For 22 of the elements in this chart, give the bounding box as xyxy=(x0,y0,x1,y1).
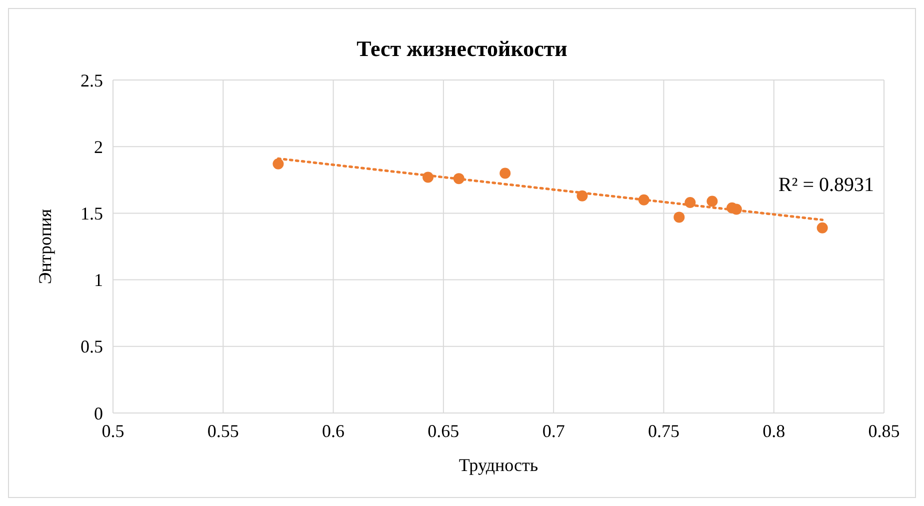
y-tick-label: 1 xyxy=(94,270,103,290)
point xyxy=(816,222,828,234)
y-tick-label: 2.5 xyxy=(80,70,103,90)
x-tick-label: 0.65 xyxy=(428,421,460,441)
x-tick-label: 0.8 xyxy=(762,421,786,441)
point xyxy=(500,168,511,179)
point xyxy=(674,212,685,223)
chart-title: Тест жизнестойкости xyxy=(356,36,568,61)
x-tick-label: 0.6 xyxy=(322,421,345,441)
y-tick-label: 0 xyxy=(94,403,103,424)
x-tick-label: 0.55 xyxy=(207,421,239,441)
y-tick-label: 2 xyxy=(94,136,103,157)
annotation: R² = 0.8931 xyxy=(778,174,874,196)
y-tick-label: 0.5 xyxy=(80,336,103,357)
x-tick-label: 0.7 xyxy=(542,421,565,441)
y-axis-title: Энтропия xyxy=(35,208,55,284)
y-tick-label: 1.5 xyxy=(80,204,103,224)
x-axis-title: Трудность xyxy=(458,455,538,475)
x-tick-label: 0.85 xyxy=(868,421,900,441)
point xyxy=(272,158,284,170)
x-tick-label: 0.75 xyxy=(648,421,680,441)
point xyxy=(706,196,718,207)
